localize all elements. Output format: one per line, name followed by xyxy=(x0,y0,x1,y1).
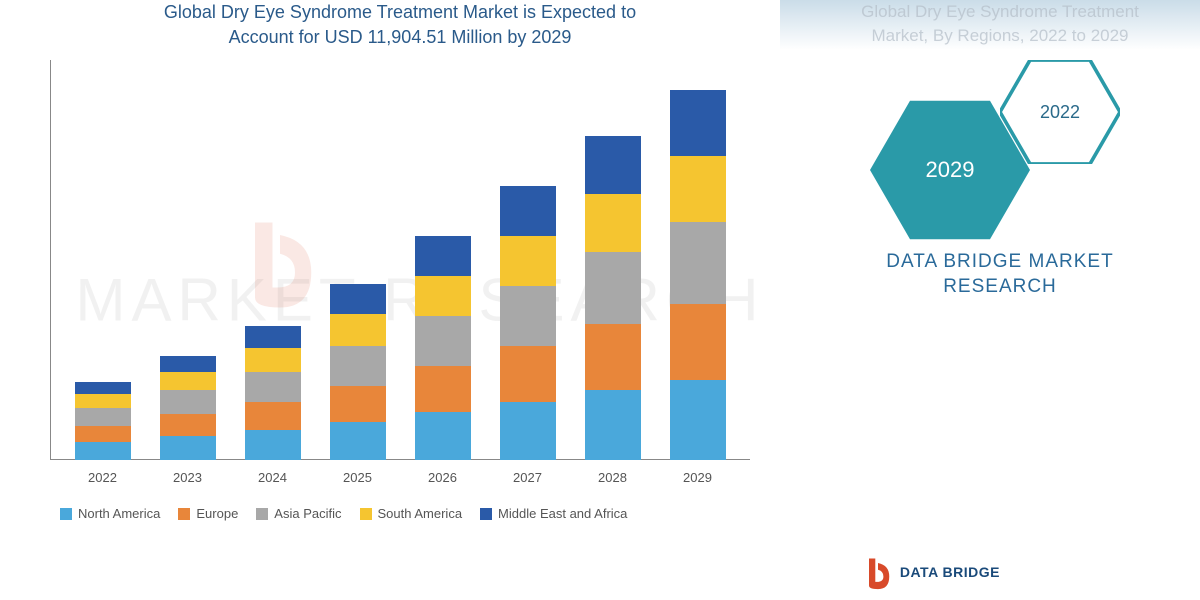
bar-segment xyxy=(670,156,726,222)
x-axis-label: 2029 xyxy=(683,470,712,485)
bar-segment xyxy=(160,436,216,460)
chart-title: Global Dry Eye Syndrome Treatment Market… xyxy=(30,0,770,50)
bar-group: 2028 xyxy=(585,136,641,460)
y-axis xyxy=(50,60,51,460)
bar-segment xyxy=(75,426,131,442)
bar-segment xyxy=(670,222,726,304)
legend-swatch xyxy=(480,508,492,520)
x-axis-label: 2028 xyxy=(598,470,627,485)
bar-segment xyxy=(415,412,471,460)
bar-segment xyxy=(75,382,131,394)
bar-group: 2025 xyxy=(330,284,386,460)
chart-title-line1: Global Dry Eye Syndrome Treatment Market… xyxy=(164,2,636,22)
hexagon-2022: 2022 xyxy=(1000,60,1120,164)
stacked-bar xyxy=(500,186,556,460)
legend-label: Asia Pacific xyxy=(274,506,341,521)
bar-segment xyxy=(585,136,641,194)
stacked-bar xyxy=(415,236,471,460)
bar-segment xyxy=(330,284,386,314)
chart-legend: North America Europe Asia Pacific South Ame… xyxy=(60,506,770,521)
bar-segment xyxy=(585,194,641,252)
chart-panel: Global Dry Eye Syndrome Treatment Market… xyxy=(30,0,770,560)
x-axis-label: 2026 xyxy=(428,470,457,485)
bar-group: 2024 xyxy=(245,326,301,460)
bar-segment xyxy=(245,430,301,460)
right-panel-title: Global Dry Eye Syndrome Treatment Market… xyxy=(800,0,1200,48)
x-axis-label: 2027 xyxy=(513,470,542,485)
legend-label: Europe xyxy=(196,506,238,521)
brand-line1: DATA BRIDGE MARKET xyxy=(886,251,1113,272)
right-panel: Global Dry Eye Syndrome Treatment Market… xyxy=(800,0,1200,560)
bar-segment xyxy=(160,356,216,372)
bar-segment xyxy=(585,252,641,324)
bar-segment xyxy=(330,314,386,346)
bar-group: 2023 xyxy=(160,356,216,460)
footer-logo-text: DATA BRIDGE xyxy=(900,564,1000,580)
bar-segment xyxy=(245,372,301,402)
legend-label: North America xyxy=(78,506,160,521)
bar-segment xyxy=(500,186,556,236)
bar-segment xyxy=(75,442,131,460)
legend-label: Middle East and Africa xyxy=(498,506,627,521)
bar-segment xyxy=(160,390,216,414)
bar-group: 2026 xyxy=(415,236,471,460)
legend-swatch xyxy=(256,508,268,520)
bar-segment xyxy=(500,286,556,346)
stacked-bar xyxy=(330,284,386,460)
bars-container: 2022 2023 2024 2025 2026 2027 2028 2029 xyxy=(60,60,740,460)
stacked-bar xyxy=(75,382,131,460)
bar-segment xyxy=(245,348,301,372)
bar-segment xyxy=(245,326,301,348)
bar-segment xyxy=(330,386,386,422)
brand-line2: RESEARCH xyxy=(943,276,1057,297)
bar-segment xyxy=(245,402,301,430)
bar-group: 2029 xyxy=(670,90,726,460)
legend-item: Middle East and Africa xyxy=(480,506,627,521)
stacked-bar xyxy=(245,326,301,460)
hexagon-2029-label: 2029 xyxy=(926,157,975,183)
bar-segment xyxy=(500,236,556,286)
hexagon-graphic: 2029 2022 xyxy=(830,60,1170,360)
bar-segment xyxy=(500,346,556,402)
x-axis-label: 2024 xyxy=(258,470,287,485)
bar-group: 2027 xyxy=(500,186,556,460)
bar-segment xyxy=(670,90,726,156)
x-axis-label: 2022 xyxy=(88,470,117,485)
bar-segment xyxy=(75,408,131,426)
bar-segment xyxy=(75,394,131,408)
x-axis-label: 2025 xyxy=(343,470,372,485)
bar-segment xyxy=(415,366,471,412)
bar-segment xyxy=(415,276,471,316)
legend-item: South America xyxy=(360,506,463,521)
x-axis-label: 2023 xyxy=(173,470,202,485)
legend-item: Asia Pacific xyxy=(256,506,341,521)
bar-segment xyxy=(500,402,556,460)
right-title-line2: Market, By Regions, 2022 to 2029 xyxy=(871,26,1128,45)
bar-segment xyxy=(330,422,386,460)
bar-segment xyxy=(160,414,216,436)
legend-swatch xyxy=(360,508,372,520)
chart-area: 2022 2023 2024 2025 2026 2027 2028 2029 xyxy=(50,60,750,490)
bar-segment xyxy=(585,390,641,460)
bar-segment xyxy=(670,304,726,380)
legend-item: North America xyxy=(60,506,160,521)
bar-segment xyxy=(415,236,471,276)
bar-segment xyxy=(415,316,471,366)
bar-segment xyxy=(585,324,641,390)
bar-segment xyxy=(330,346,386,386)
right-title-line1: Global Dry Eye Syndrome Treatment xyxy=(861,2,1139,21)
legend-swatch xyxy=(178,508,190,520)
chart-title-line2: Account for USD 11,904.51 Million by 202… xyxy=(229,27,572,47)
bar-segment xyxy=(670,380,726,460)
stacked-bar xyxy=(585,136,641,460)
hexagon-2022-label: 2022 xyxy=(1040,102,1080,123)
stacked-bar xyxy=(670,90,726,460)
legend-item: Europe xyxy=(178,506,238,521)
legend-swatch xyxy=(60,508,72,520)
brand-text: DATA BRIDGE MARKET RESEARCH xyxy=(860,250,1140,299)
legend-label: South America xyxy=(378,506,463,521)
bar-group: 2022 xyxy=(75,382,131,460)
bar-segment xyxy=(160,372,216,390)
stacked-bar xyxy=(160,356,216,460)
